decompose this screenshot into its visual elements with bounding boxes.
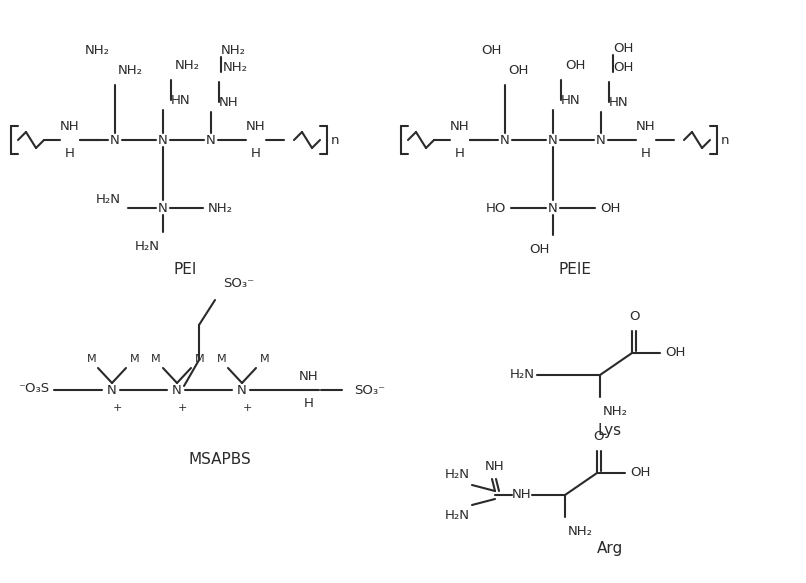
Text: H: H <box>251 147 261 160</box>
Text: Arg: Arg <box>597 540 623 556</box>
Text: M: M <box>130 354 139 364</box>
Text: OH: OH <box>565 59 585 72</box>
Text: H₂N: H₂N <box>96 193 121 206</box>
Text: NH: NH <box>512 489 532 501</box>
Text: HO: HO <box>486 202 506 215</box>
Text: HN: HN <box>171 93 191 107</box>
Text: NH: NH <box>246 120 266 133</box>
Text: NH₂: NH₂ <box>118 64 143 77</box>
Text: M: M <box>260 354 270 364</box>
Text: M: M <box>152 354 161 364</box>
Text: OH: OH <box>508 64 529 77</box>
Text: H: H <box>65 147 75 160</box>
Text: M: M <box>86 354 96 364</box>
Text: n: n <box>721 134 729 146</box>
Text: O: O <box>629 310 639 323</box>
Text: NH₂: NH₂ <box>568 525 593 538</box>
Text: H: H <box>641 147 651 160</box>
Text: NH: NH <box>451 120 470 133</box>
Text: NH: NH <box>219 96 239 108</box>
Text: H: H <box>304 397 314 410</box>
Text: H₂N: H₂N <box>445 509 470 522</box>
Text: OH: OH <box>613 41 634 54</box>
Text: N: N <box>206 134 216 146</box>
Text: N: N <box>237 384 247 396</box>
Text: +: + <box>243 403 251 413</box>
Text: MSAPBS: MSAPBS <box>189 452 251 468</box>
Text: NH₂: NH₂ <box>223 61 248 74</box>
Text: OH: OH <box>530 243 550 256</box>
Text: +: + <box>112 403 122 413</box>
Text: OH: OH <box>482 44 502 57</box>
Text: NH: NH <box>485 460 505 473</box>
Text: N: N <box>110 134 120 146</box>
Text: OH: OH <box>613 61 634 74</box>
Text: H₂N: H₂N <box>445 468 470 481</box>
Text: HN: HN <box>609 96 629 108</box>
Text: PEIE: PEIE <box>559 262 592 278</box>
Text: SO₃⁻: SO₃⁻ <box>223 277 255 290</box>
Text: NH: NH <box>60 120 80 133</box>
Text: SO₃⁻: SO₃⁻ <box>354 384 385 396</box>
Text: N: N <box>158 202 168 215</box>
Text: N: N <box>548 202 558 215</box>
Text: H: H <box>455 147 465 160</box>
Text: NH₂: NH₂ <box>208 202 233 215</box>
Text: OH: OH <box>600 202 621 215</box>
Text: OH: OH <box>665 346 685 360</box>
Text: HN: HN <box>561 93 580 107</box>
Text: H₂N: H₂N <box>510 368 535 381</box>
Text: NH₂: NH₂ <box>85 44 110 57</box>
Text: O: O <box>594 430 604 443</box>
Text: N: N <box>158 134 168 146</box>
Text: N: N <box>501 134 510 146</box>
Text: N: N <box>548 134 558 146</box>
Text: OH: OH <box>630 466 650 479</box>
Text: H₂N: H₂N <box>135 240 160 253</box>
Text: PEI: PEI <box>173 262 197 278</box>
Text: NH₂: NH₂ <box>603 405 628 418</box>
Text: N: N <box>172 384 182 396</box>
Text: Lys: Lys <box>598 423 622 437</box>
Text: NH: NH <box>299 370 319 383</box>
Text: N: N <box>596 134 606 146</box>
Text: NH₂: NH₂ <box>175 59 200 72</box>
Text: M: M <box>216 354 226 364</box>
Text: +: + <box>177 403 187 413</box>
Text: N: N <box>107 384 117 396</box>
Text: NH₂: NH₂ <box>221 44 246 57</box>
Text: n: n <box>331 134 339 146</box>
Text: NH: NH <box>636 120 656 133</box>
Text: ⁻O₃S: ⁻O₃S <box>19 381 49 395</box>
Text: M: M <box>195 354 205 364</box>
